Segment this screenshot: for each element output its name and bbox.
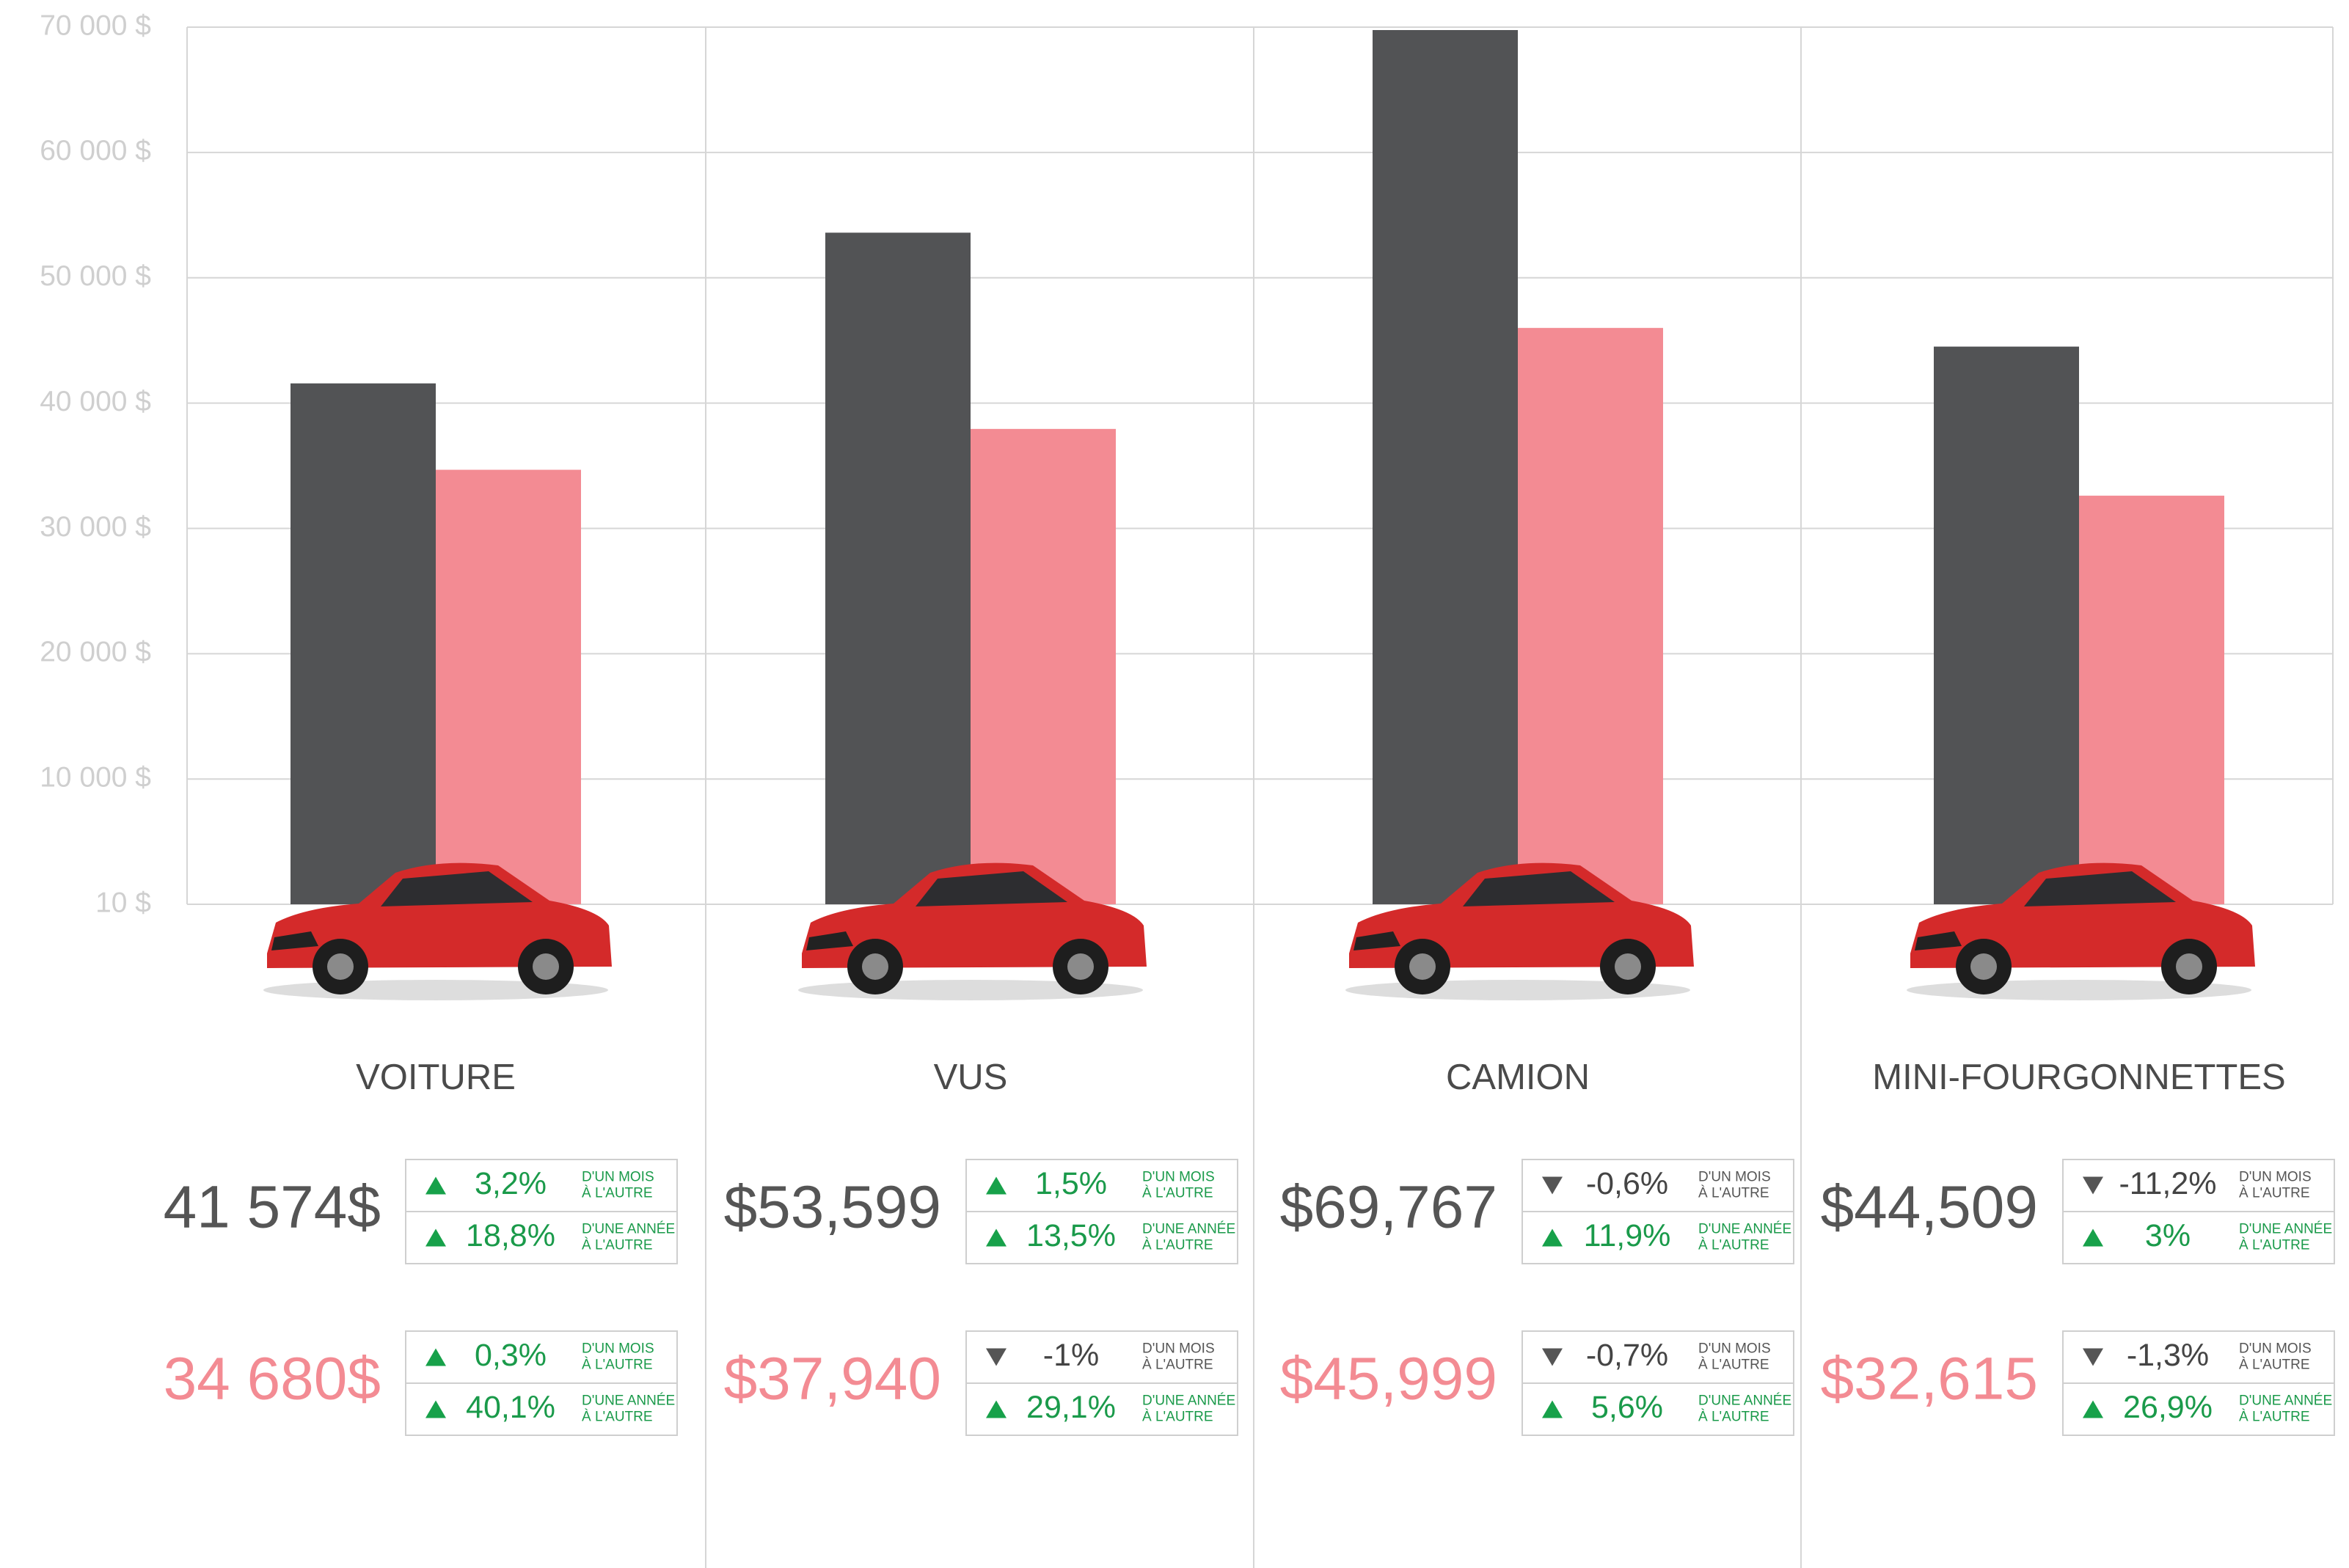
y-tick-label: 30 000 $ (40, 511, 151, 543)
change-value: -1% (1043, 1338, 1099, 1373)
category-label: VOITURE (356, 1058, 516, 1097)
change-caption: À L'AUTRE (582, 1186, 653, 1201)
bar (825, 232, 971, 904)
bar (291, 384, 436, 904)
change-value: 26,9% (2123, 1390, 2213, 1425)
change-value: 29,1% (1026, 1390, 1116, 1425)
change-value: 40,1% (466, 1390, 555, 1425)
change-caption: D'UN MOIS (2239, 1170, 2312, 1185)
change-caption: À L'AUTRE (1142, 1358, 1213, 1373)
change-caption: À L'AUTRE (1142, 1410, 1213, 1425)
bar (2079, 496, 2224, 904)
value-label: 34 680$ (164, 1346, 381, 1413)
change-caption: D'UNE ANNÉE (1698, 1222, 1791, 1237)
value-label: $45,999 (1280, 1346, 1497, 1413)
change-value: 5,6% (1591, 1390, 1663, 1425)
change-caption: D'UN MOIS (582, 1341, 654, 1357)
change-caption: D'UNE ANNÉE (2239, 1393, 2332, 1409)
change-value: -1,3% (2127, 1338, 2209, 1373)
change-caption: D'UN MOIS (1698, 1341, 1771, 1357)
value-label: $32,615 (1821, 1346, 2038, 1413)
change-value: 13,5% (1026, 1218, 1116, 1253)
value-label: $53,599 (724, 1174, 941, 1241)
y-tick-label: 10 $ (95, 887, 151, 918)
change-value: 0,3% (475, 1338, 547, 1373)
bars (291, 30, 2224, 904)
page: {"chart_data": { "type": "bar", "categor… (0, 0, 2349, 1568)
change-caption: À L'AUTRE (2239, 1358, 2310, 1373)
y-tick-label: 50 000 $ (40, 260, 151, 292)
change-caption: D'UNE ANNÉE (582, 1222, 675, 1237)
change-value: 3% (2145, 1218, 2191, 1253)
bar (1934, 347, 2079, 904)
change-caption: D'UNE ANNÉE (2239, 1222, 2332, 1237)
change-caption: À L'AUTRE (2239, 1186, 2310, 1201)
y-tick-label: 10 000 $ (40, 762, 151, 794)
change-caption: D'UN MOIS (582, 1170, 654, 1185)
change-value: -0,6% (1586, 1166, 1668, 1201)
change-caption: D'UN MOIS (1698, 1170, 1771, 1185)
change-caption: D'UNE ANNÉE (582, 1393, 675, 1409)
change-caption: D'UNE ANNÉE (1698, 1393, 1791, 1409)
change-caption: À L'AUTRE (1142, 1238, 1213, 1253)
change-value: 18,8% (466, 1218, 555, 1253)
change-caption: À L'AUTRE (1698, 1410, 1769, 1425)
change-caption: À L'AUTRE (582, 1410, 653, 1425)
bar (1373, 30, 1518, 904)
change-caption: À L'AUTRE (1698, 1358, 1769, 1373)
change-caption: À L'AUTRE (1142, 1186, 1213, 1201)
change-caption: D'UN MOIS (2239, 1341, 2312, 1357)
change-value: 1,5% (1035, 1166, 1107, 1201)
change-value: 3,2% (475, 1166, 547, 1201)
change-caption: À L'AUTRE (2239, 1238, 2310, 1253)
category-label: VUS (934, 1058, 1008, 1097)
change-caption: À L'AUTRE (2239, 1410, 2310, 1425)
bar (436, 470, 581, 904)
change-caption: D'UNE ANNÉE (1142, 1222, 1235, 1237)
bar (971, 429, 1116, 904)
change-caption: D'UN MOIS (1142, 1170, 1215, 1185)
y-tick-label: 70 000 $ (40, 10, 151, 41)
y-tick-label: 20 000 $ (40, 637, 151, 668)
value-label: $44,509 (1821, 1174, 2038, 1241)
y-tick-label: 60 000 $ (40, 135, 151, 166)
change-value: -0,7% (1586, 1338, 1668, 1373)
value-label: $37,940 (724, 1346, 941, 1413)
change-caption: D'UNE ANNÉE (1142, 1393, 1235, 1409)
change-caption: D'UN MOIS (1142, 1341, 1215, 1357)
chart: 10 $ 10 000 $ 20 000 $ 30 000 $ 40 000 $ 50 0… (0, 0, 2349, 1568)
y-tick-label: 40 000 $ (40, 386, 151, 417)
change-caption: À L'AUTRE (1698, 1186, 1769, 1201)
value-label: 41 574$ (164, 1174, 381, 1241)
change-value: 11,9% (1584, 1218, 1671, 1253)
category-label: MINI-FOURGONNETTES (1872, 1058, 2285, 1097)
change-value: -11,2% (2119, 1166, 2216, 1201)
category-label: CAMION (1446, 1058, 1590, 1097)
change-caption: À L'AUTRE (582, 1238, 653, 1253)
bar (1518, 328, 1663, 904)
change-caption: À L'AUTRE (1698, 1238, 1769, 1253)
change-caption: À L'AUTRE (582, 1358, 653, 1373)
value-label: $69,767 (1280, 1174, 1497, 1241)
